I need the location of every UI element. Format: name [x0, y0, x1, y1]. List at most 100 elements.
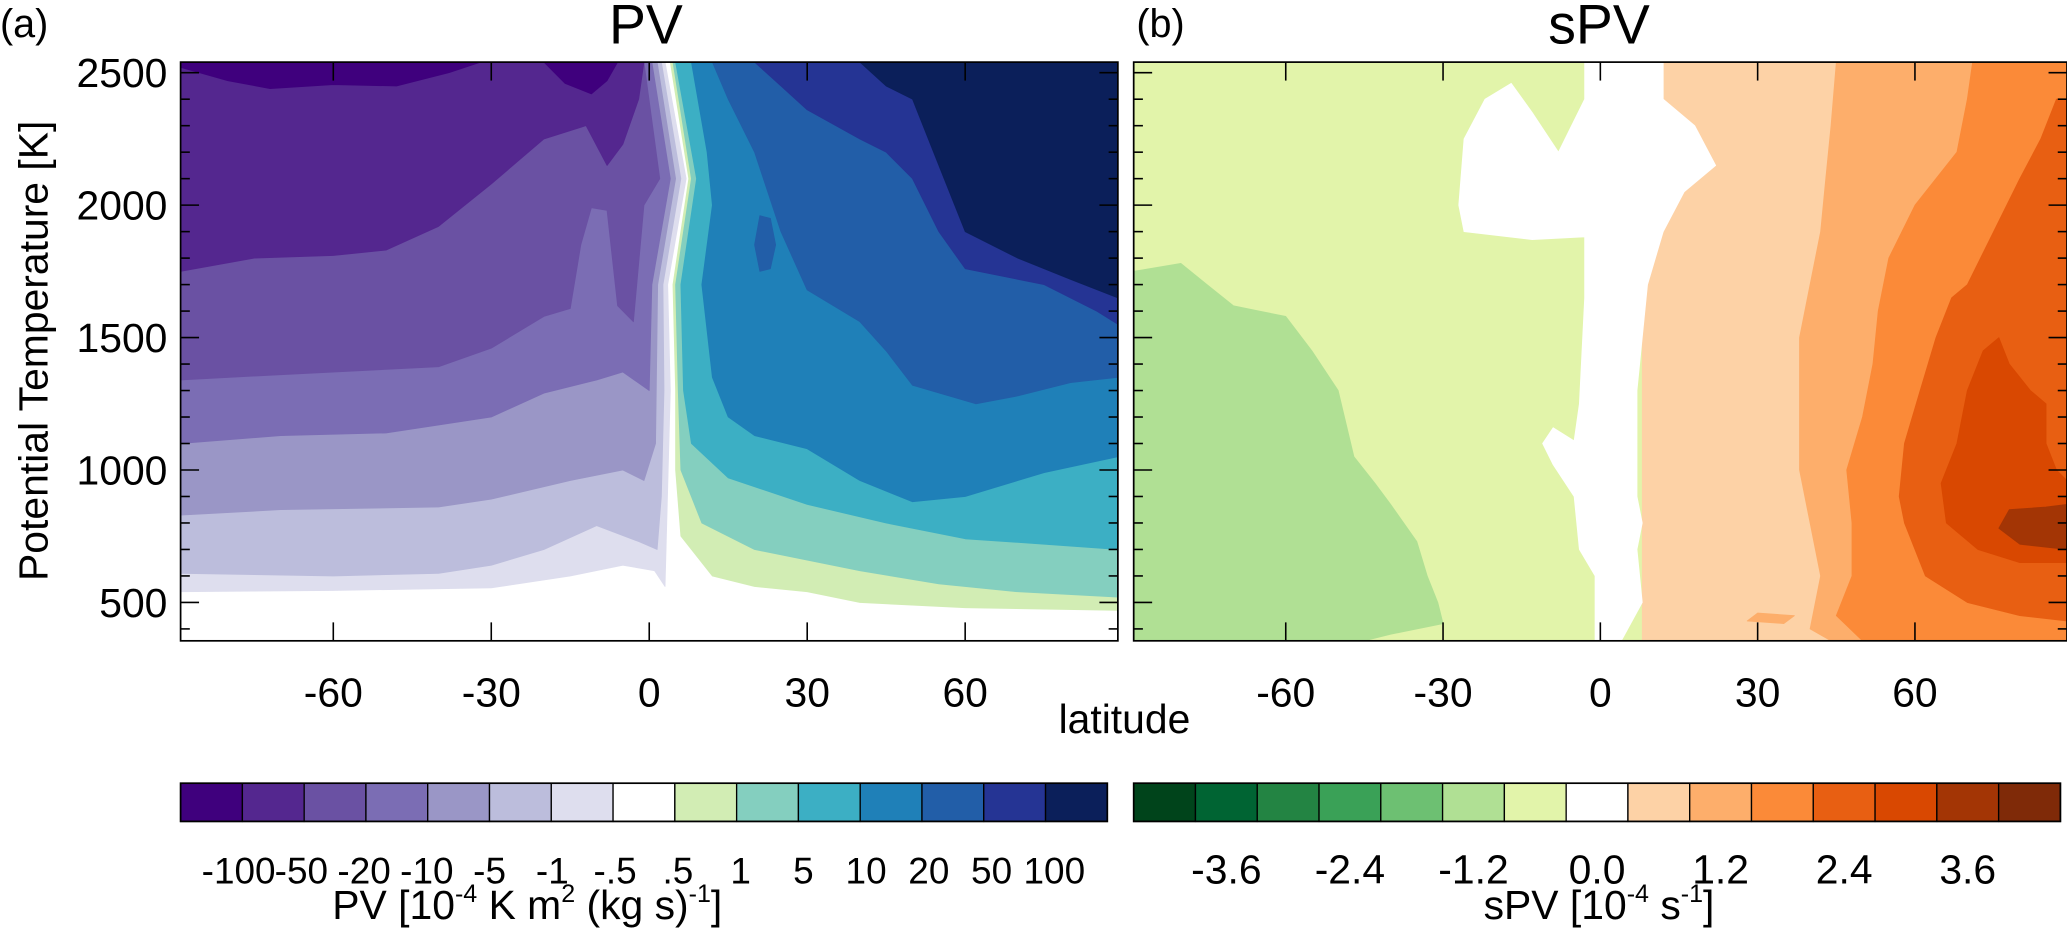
- colorbar-swatch: [674, 782, 738, 823]
- x-tick-label: 60: [1892, 670, 1937, 716]
- colorbar-swatch: [1503, 782, 1567, 823]
- contour-region: [1998, 503, 2067, 550]
- colorbar-title-superscript: -1: [689, 880, 711, 908]
- colorbar-swatch: [427, 782, 491, 823]
- colorbar-tick-label: -1.2: [1438, 846, 1508, 892]
- colorbar-swatch: [1380, 782, 1444, 823]
- colorbar-tick-label: 100: [1024, 850, 1086, 891]
- colorbar-tick-label: 20: [908, 850, 949, 891]
- colorbar-swatch: [241, 782, 305, 823]
- colorbar-swatch: [1441, 782, 1506, 823]
- colorbar-tick-label: -5: [473, 850, 506, 891]
- contour-field-spv: [1133, 62, 2067, 641]
- panel-label: (a): [0, 2, 48, 46]
- colorbar-title-text: s: [1649, 882, 1681, 928]
- colorbar-title: sPV [10-4 s-1]: [1484, 880, 1715, 928]
- colorbar-swatch: [1133, 782, 1197, 823]
- colorbar-title-text: sPV [10: [1484, 882, 1627, 928]
- colorbar-tick-label: 50: [971, 850, 1012, 891]
- contour-region: [1940, 337, 2067, 564]
- colorbar-tick-label: 1: [730, 850, 751, 891]
- colorbar-tick-label: .5: [662, 850, 693, 891]
- colorbar-swatch: [735, 782, 800, 823]
- x-tick-label: 30: [1735, 670, 1780, 716]
- colorbar-title: PV [10-4 K m2 (kg s)-1]: [332, 880, 722, 928]
- colorbar-tick-label: 0.0: [1569, 846, 1626, 892]
- colorbar-swatch: [1997, 782, 2062, 823]
- x-tick-label: -60: [1256, 670, 1315, 716]
- colorbar-title-text: ]: [1703, 882, 1714, 928]
- colorbar-swatch: [1750, 782, 1814, 823]
- colorbar-swatch: [612, 782, 676, 823]
- colorbar-tick-label: 10: [846, 850, 887, 891]
- colorbar-swatch: [1318, 782, 1382, 823]
- colorbar-tick-label: -2.4: [1315, 846, 1385, 892]
- colorbar-title-text: (kg s): [575, 882, 689, 928]
- y-axis-label: Potential Temperature [K]: [10, 121, 56, 581]
- x-axis-label: latitude: [1059, 696, 1191, 742]
- colorbar-tick-label: 5: [793, 850, 814, 891]
- colorbar-title-superscript: 2: [561, 880, 575, 908]
- panel-label: (b): [1136, 2, 1184, 46]
- colorbar-tick-label: -10: [400, 850, 453, 891]
- colorbar-swatch: [983, 782, 1047, 823]
- colorbar-tick-label: -1: [536, 850, 569, 891]
- colorbar-tick-label: -100: [202, 850, 276, 891]
- colorbar-swatch: [303, 782, 367, 823]
- colorbar-swatch: [921, 782, 985, 823]
- x-tick-label: -30: [1414, 670, 1473, 716]
- colorbar-swatch: [1689, 782, 1753, 823]
- contour-region: [180, 62, 645, 272]
- y-tick-label: 2000: [77, 183, 168, 229]
- colorbar-swatch: [179, 782, 244, 823]
- x-tick-label: 0: [638, 670, 661, 716]
- colorbar-swatch: [1812, 782, 1876, 823]
- contour-region: [754, 215, 777, 272]
- colorbar-title-superscript: -1: [1681, 880, 1703, 908]
- colorbar-tick-label: 3.6: [1939, 846, 1996, 892]
- colorbar-swatch: [1194, 782, 1258, 823]
- colorbar-tick-label: -50: [275, 850, 328, 891]
- x-tick-label: 0: [1589, 670, 1612, 716]
- colorbar-swatch: [1627, 782, 1691, 823]
- colorbar-title-superscript: -4: [1627, 880, 1649, 908]
- colorbar-frame: [179, 782, 1109, 823]
- contour-region: [543, 62, 618, 95]
- colorbar-swatch: [1565, 782, 1629, 823]
- colorbar-swatch: [1936, 782, 2000, 823]
- y-tick-label: 1000: [77, 447, 168, 493]
- colorbar-tick-label: -20: [337, 850, 390, 891]
- colorbar-swatch: [365, 782, 429, 823]
- x-tick-label: -60: [304, 670, 363, 716]
- colorbar-tick-label: 1.2: [1692, 846, 1749, 892]
- colorbar-title-superscript: -4: [455, 880, 477, 908]
- colorbar-swatch: [859, 782, 923, 823]
- colorbar-swatch: [797, 782, 861, 823]
- colorbar-title-text: PV [10: [332, 882, 455, 928]
- y-tick-label: 500: [99, 580, 167, 626]
- y-tick-label: 2500: [77, 50, 168, 96]
- contour-region: [859, 62, 1118, 299]
- panel-title: sPV: [1548, 0, 1650, 56]
- contour-region: [1746, 612, 1795, 624]
- colorbar-tick-label: 2.4: [1816, 846, 1873, 892]
- colorbar-title-text: ]: [711, 882, 722, 928]
- panel-title: PV: [609, 0, 683, 56]
- colorbar-title-text: K m: [477, 882, 561, 928]
- x-tick-label: 60: [942, 670, 987, 716]
- contour-region: [1458, 62, 1717, 641]
- colorbar-tick-label: -.5: [594, 850, 637, 891]
- x-tick-label: 30: [784, 670, 829, 716]
- colorbar-swatch: [1256, 782, 1320, 823]
- colorbar-swatch: [550, 782, 614, 823]
- y-tick-label: 1500: [77, 315, 168, 361]
- colorbar-swatch: [488, 782, 552, 823]
- contour-field-pv: [180, 62, 1118, 641]
- colorbar-swatch: [1044, 782, 1108, 823]
- x-tick-label: -30: [462, 670, 521, 716]
- colorbar-tick-label: -3.6: [1191, 846, 1261, 892]
- contour-region: [180, 62, 482, 90]
- colorbar-frame: [1132, 782, 2062, 823]
- colorbar-swatch: [1874, 782, 1938, 823]
